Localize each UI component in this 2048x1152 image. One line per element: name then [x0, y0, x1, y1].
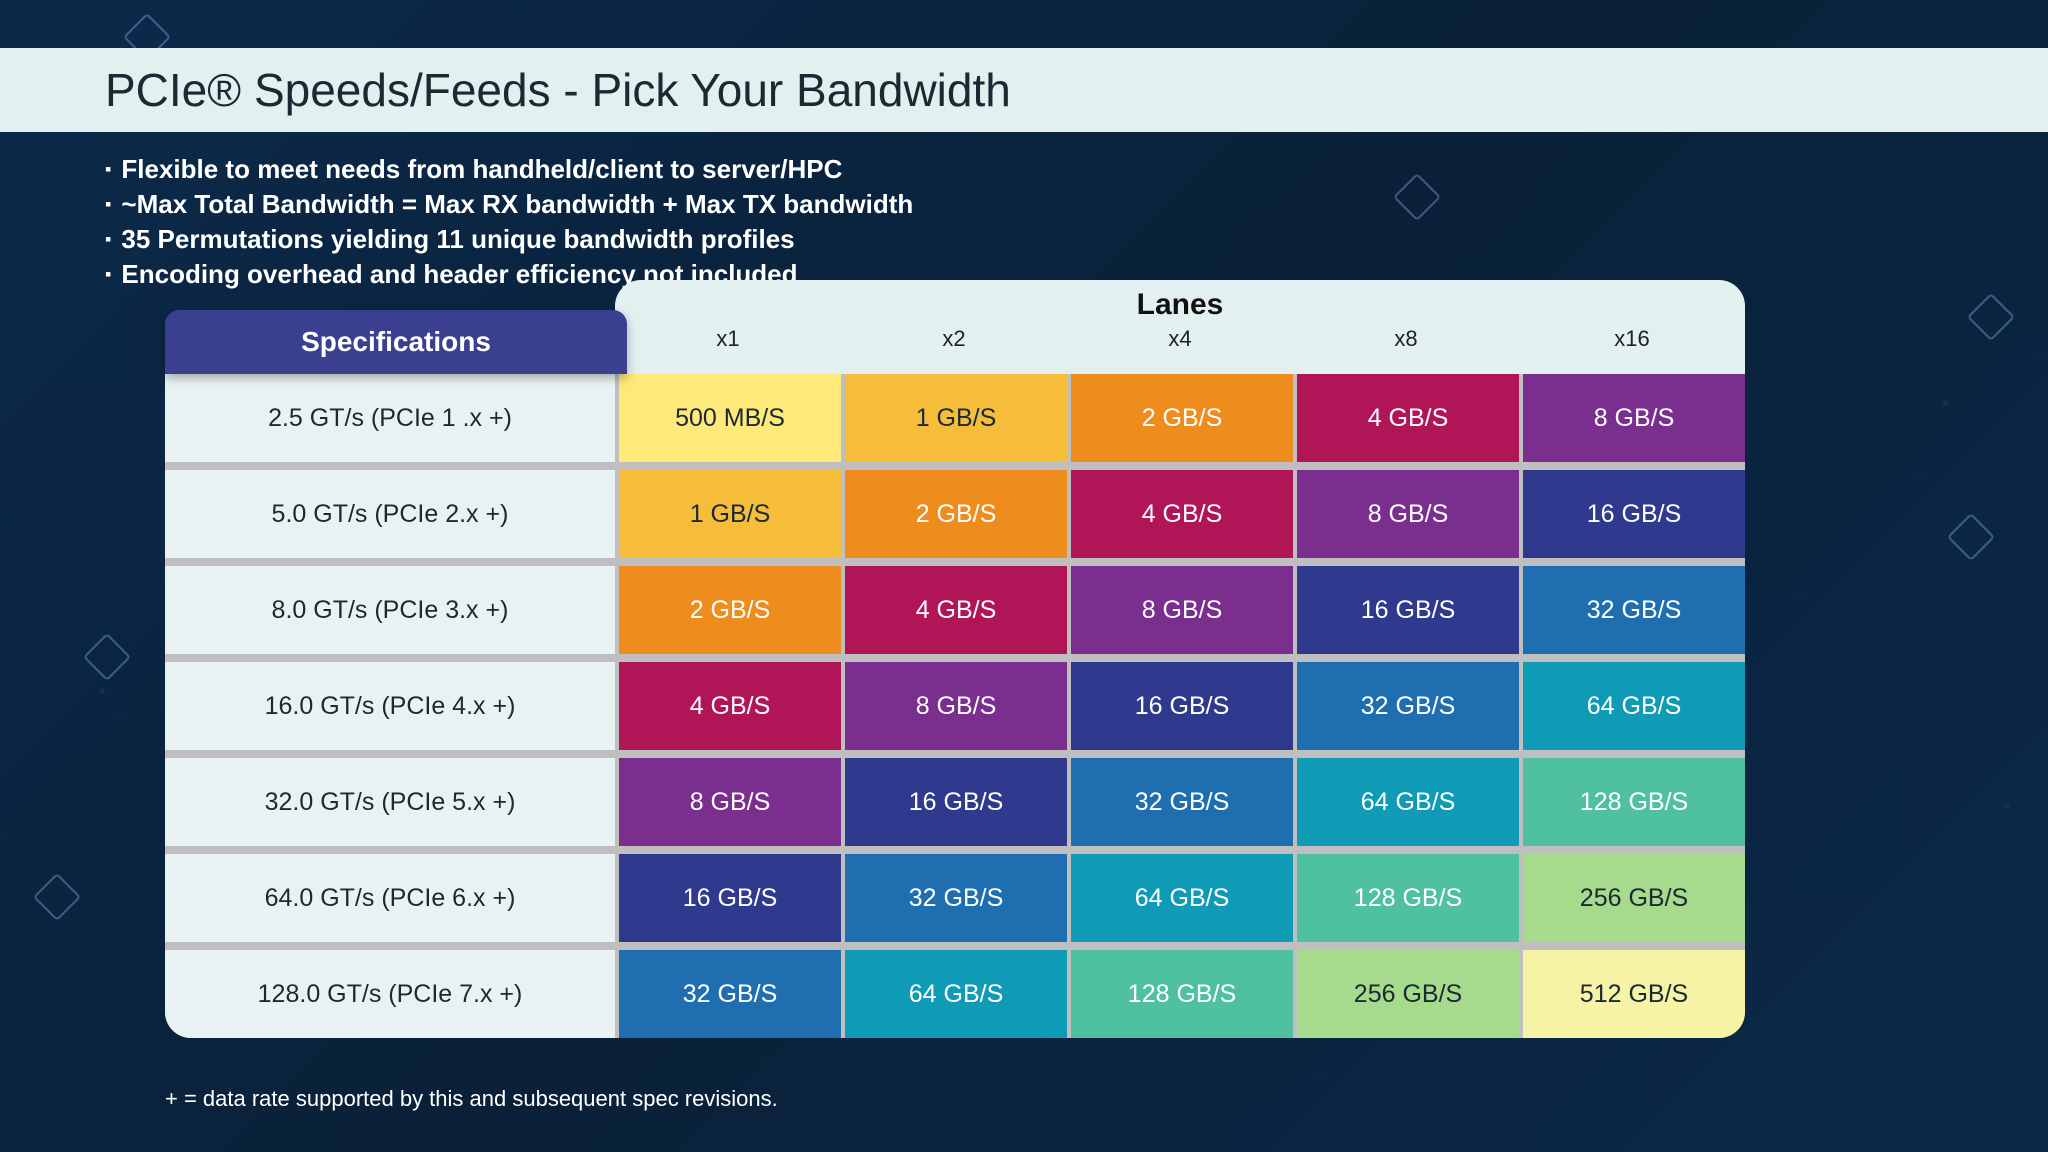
value-cell: 64 GB/S [1297, 758, 1519, 846]
spec-cell: 8.0 GT/s (PCIe 3.x +) [165, 566, 615, 654]
value-cell: 256 GB/S [1297, 950, 1519, 1038]
value-cell: 8 GB/S [1297, 470, 1519, 558]
value-cell: 16 GB/S [1523, 470, 1745, 558]
lanes-header-title: Lanes [615, 288, 1745, 322]
value-cell: 2 GB/S [1071, 374, 1293, 462]
value-cell: 32 GB/S [845, 854, 1067, 942]
bullet-list: Flexible to meet needs from handheld/cli… [105, 152, 913, 292]
value-cell: 128 GB/S [1523, 758, 1745, 846]
value-cell: 8 GB/S [1523, 374, 1745, 462]
bullet-item: ~Max Total Bandwidth = Max RX bandwidth … [105, 187, 913, 222]
lane-label: x16 [1519, 326, 1745, 352]
lanes-columns: x1 x2 x4 x8 x16 [615, 326, 1745, 352]
value-cell: 8 GB/S [845, 662, 1067, 750]
value-cell: 16 GB/S [1297, 566, 1519, 654]
lane-label: x8 [1293, 326, 1519, 352]
bullet-item: Flexible to meet needs from handheld/cli… [105, 152, 913, 187]
spec-cell: 128.0 GT/s (PCIe 7.x +) [165, 950, 615, 1038]
value-cell: 64 GB/S [1071, 854, 1293, 942]
table-grid: 2.5 GT/s (PCIe 1 .x +)500 MB/S1 GB/S2 GB… [165, 374, 1745, 1038]
spec-cell: 32.0 GT/s (PCIe 5.x +) [165, 758, 615, 846]
value-cell: 4 GB/S [845, 566, 1067, 654]
value-cell: 1 GB/S [619, 470, 841, 558]
value-cell: 128 GB/S [1071, 950, 1293, 1038]
value-cell: 4 GB/S [1071, 470, 1293, 558]
value-cell: 32 GB/S [619, 950, 841, 1038]
value-cell: 2 GB/S [619, 566, 841, 654]
value-cell: 8 GB/S [1071, 566, 1293, 654]
lanes-header: Lanes x1 x2 x4 x8 x16 [615, 280, 1745, 374]
value-cell: 64 GB/S [1523, 662, 1745, 750]
value-cell: 2 GB/S [845, 470, 1067, 558]
bullet-item: 35 Permutations yielding 11 unique bandw… [105, 222, 913, 257]
value-cell: 500 MB/S [619, 374, 841, 462]
value-cell: 1 GB/S [845, 374, 1067, 462]
value-cell: 16 GB/S [1071, 662, 1293, 750]
value-cell: 32 GB/S [1297, 662, 1519, 750]
value-cell: 16 GB/S [845, 758, 1067, 846]
value-cell: 512 GB/S [1523, 950, 1745, 1038]
value-cell: 256 GB/S [1523, 854, 1745, 942]
bandwidth-table: Lanes x1 x2 x4 x8 x16 Specifications 2.5… [165, 298, 1745, 962]
spec-cell: 2.5 GT/s (PCIe 1 .x +) [165, 374, 615, 462]
value-cell: 128 GB/S [1297, 854, 1519, 942]
footnote: + = data rate supported by this and subs… [165, 1086, 778, 1112]
spec-header-tab: Specifications [165, 310, 627, 374]
value-cell: 16 GB/S [619, 854, 841, 942]
spec-cell: 64.0 GT/s (PCIe 6.x +) [165, 854, 615, 942]
title-band: PCIe® Speeds/Feeds - Pick Your Bandwidth [0, 48, 2048, 132]
value-cell: 4 GB/S [619, 662, 841, 750]
spec-cell: 5.0 GT/s (PCIe 2.x +) [165, 470, 615, 558]
value-cell: 32 GB/S [1523, 566, 1745, 654]
value-cell: 4 GB/S [1297, 374, 1519, 462]
lane-label: x4 [1067, 326, 1293, 352]
page-title: PCIe® Speeds/Feeds - Pick Your Bandwidth [105, 63, 1011, 117]
value-cell: 64 GB/S [845, 950, 1067, 1038]
value-cell: 32 GB/S [1071, 758, 1293, 846]
lane-label: x2 [841, 326, 1067, 352]
spec-cell: 16.0 GT/s (PCIe 4.x +) [165, 662, 615, 750]
value-cell: 8 GB/S [619, 758, 841, 846]
lane-label: x1 [615, 326, 841, 352]
